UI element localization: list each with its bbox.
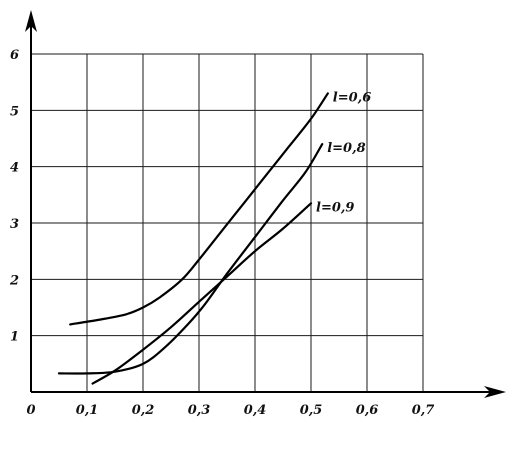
- series-label-2: l=0,8: [327, 141, 365, 156]
- x-tick-label: 0,5: [300, 403, 323, 418]
- series-label-1: l=0,6: [333, 90, 371, 105]
- x-tick-labels: 0 0,1 0,2 0,3 0,4 0,5 0,6 0,7: [26, 403, 434, 418]
- y-tick-label: 5: [10, 104, 19, 119]
- x-tick-label: 0,7: [412, 403, 435, 418]
- series-line-1: [69, 92, 329, 326]
- x-tick-label: 0,1: [76, 403, 99, 418]
- series-label-3: l=0,9: [316, 200, 354, 215]
- series-curves: [57, 92, 329, 385]
- y-tick-label: 4: [10, 161, 19, 176]
- y-tick-label: 1: [10, 330, 19, 345]
- x-tick-label: 0,3: [188, 403, 211, 418]
- series-labels: l=0,6 l=0,8 l=0,9: [316, 90, 371, 215]
- y-tick-labels: 1 2 3 4 5 6: [9, 48, 19, 345]
- y-tick-label: 3: [10, 217, 19, 232]
- x-tick-label: 0,2: [132, 403, 155, 418]
- y-tick-label: 2: [9, 273, 19, 288]
- x-tick-label: 0: [26, 403, 35, 418]
- axes: [25, 10, 506, 398]
- grid-lines: [31, 53, 424, 392]
- x-tick-label: 0,6: [356, 403, 379, 418]
- series-line-2: [57, 143, 324, 375]
- y-axis-arrow: [25, 10, 37, 32]
- x-tick-label: 0,4: [244, 403, 267, 418]
- x-axis-arrow: [484, 386, 506, 398]
- y-tick-label: 6: [10, 48, 19, 63]
- series-line-3: [91, 202, 313, 385]
